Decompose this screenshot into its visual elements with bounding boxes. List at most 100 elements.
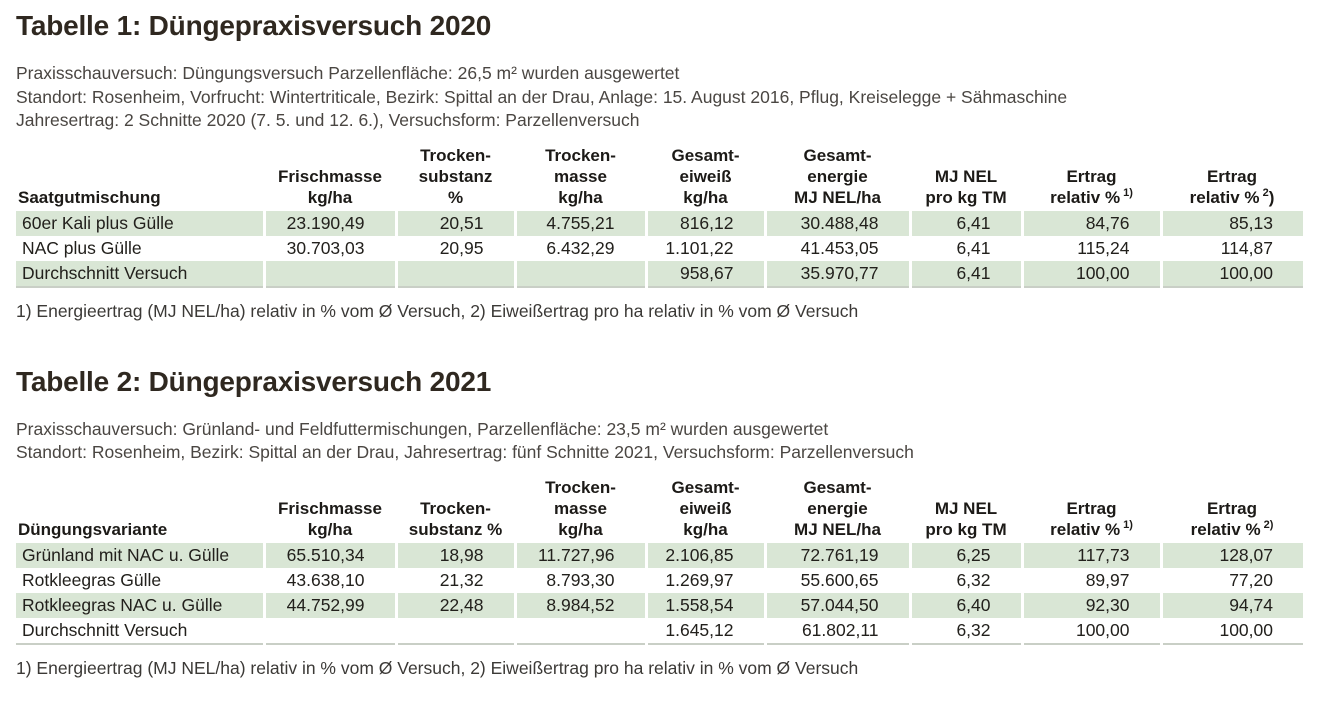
value-cell: 6,40 bbox=[908, 592, 1022, 618]
value-cell: 1.269,97 bbox=[644, 567, 765, 593]
column-header: Gesamt- eiweiß kg/ha bbox=[646, 145, 765, 211]
value-cell bbox=[513, 617, 646, 644]
value-cell: 41.453,05 bbox=[763, 235, 910, 261]
value-cell: 6,32 bbox=[908, 567, 1022, 593]
value-cell: 20,51 bbox=[394, 210, 515, 236]
column-header: Gesamt- energie MJ NEL/ha bbox=[765, 145, 910, 211]
value-cell: 22,48 bbox=[394, 592, 515, 618]
column-header-label: Gesamt- eiweiß kg/ha bbox=[671, 477, 740, 539]
value-cell: 816,12 bbox=[644, 210, 765, 236]
column-header-label: MJ NEL pro kg TM bbox=[925, 166, 1007, 207]
column-header: Saatgutmischung bbox=[16, 145, 264, 211]
row-label-cell: Durchschnitt Versuch bbox=[22, 619, 188, 640]
column-header-label: MJ NEL pro kg TM bbox=[925, 498, 1007, 539]
value-cell bbox=[394, 260, 515, 287]
table-row: NAC plus Gülle 30.703,03 20,95 6.432,29 1.10… bbox=[16, 235, 1303, 261]
value-cell: 89,97 bbox=[1020, 567, 1161, 593]
column-header: Trocken- substanz % bbox=[396, 145, 515, 211]
column-header: Gesamt- energie MJ NEL/ha bbox=[765, 477, 910, 543]
value-cell: 85,13 bbox=[1159, 210, 1303, 236]
table-intro-line: Standort: Rosenheim, Vorfrucht: Wintertr… bbox=[16, 86, 1068, 107]
column-header: Gesamt- eiweiß kg/ha bbox=[646, 477, 765, 543]
table-row: 60er Kali plus Gülle 23.190,49 20,51 4.755,… bbox=[16, 210, 1303, 236]
value-cell: 4.755,21 bbox=[513, 210, 646, 236]
column-header-label: Gesamt- eiweiß kg/ha bbox=[671, 145, 740, 207]
column-header-label: Trocken- masse kg/ha bbox=[545, 145, 616, 207]
value-cell: 8.793,30 bbox=[513, 567, 646, 593]
value-cell: 100,00 bbox=[1159, 617, 1303, 644]
value-cell bbox=[262, 617, 396, 644]
column-header-label: Ertrag relativ % bbox=[1189, 166, 1260, 207]
value-cell: 100,00 bbox=[1159, 260, 1303, 287]
value-cell: 44.752,99 bbox=[262, 592, 396, 618]
value-cell: 61.802,11 bbox=[763, 617, 910, 644]
header-row: Saatgutmischung Frischmasse kg/ha Trocken-… bbox=[16, 145, 1303, 211]
value-cell: 115,24 bbox=[1020, 235, 1161, 261]
column-header: Ertrag relativ % 1) bbox=[1022, 145, 1161, 211]
value-cell: 1.558,54 bbox=[644, 592, 765, 618]
column-header: Trocken- masse kg/ha bbox=[515, 145, 646, 211]
value-cell: 6,25 bbox=[908, 542, 1022, 568]
table-row: Durchschnitt Versuch 1.645,12 61.802,11 6,3… bbox=[16, 617, 1303, 644]
value-cell: 6,41 bbox=[908, 235, 1022, 261]
column-header: Ertrag relativ % 2) bbox=[1161, 145, 1303, 211]
value-cell: 20,95 bbox=[394, 235, 515, 261]
value-cell: 35.970,77 bbox=[763, 260, 910, 287]
value-cell: 114,87 bbox=[1159, 235, 1303, 261]
column-header-label: Frischmasse kg/ha bbox=[278, 498, 382, 539]
value-cell: 23.190,49 bbox=[262, 210, 396, 236]
value-cell: 128,07 bbox=[1159, 542, 1303, 568]
footnote-marker: 1) bbox=[1123, 186, 1133, 199]
column-header: Ertrag relativ % 1) bbox=[1022, 477, 1161, 543]
value-cell: 1.101,22 bbox=[644, 235, 765, 261]
value-cell: 958,67 bbox=[644, 260, 765, 287]
table-title: Tabelle 1: Düngepraxisversuch 2020 bbox=[16, 10, 492, 41]
value-cell: 11.727,96 bbox=[513, 542, 646, 568]
document-page: Tabelle 1: Düngepraxisversuch 2020 Praxis… bbox=[16, 10, 1303, 679]
value-cell: 6,41 bbox=[908, 210, 1022, 236]
value-cell: 30.703,03 bbox=[262, 235, 396, 261]
table-footnote: 1) Energieertrag (MJ NEL/ha) relativ in … bbox=[16, 300, 859, 321]
footnote-marker-close: ) bbox=[1268, 187, 1275, 207]
column-header-label: Trocken- masse kg/ha bbox=[545, 477, 616, 539]
value-cell: 72.761,19 bbox=[763, 542, 910, 568]
value-cell: 8.984,52 bbox=[513, 592, 646, 618]
table-row: Rotkleegras NAC u. Gülle 44.752,99 22,48 8.… bbox=[16, 592, 1303, 618]
table-section: Tabelle 2: Düngepraxisversuch 2021 Praxis… bbox=[16, 366, 1303, 679]
footnote-marker: 2) bbox=[1263, 518, 1274, 531]
column-header-label: Frischmasse kg/ha bbox=[278, 166, 382, 207]
row-label-cell: Rotkleegras NAC u. Gülle bbox=[16, 592, 264, 618]
table-row: Durchschnitt Versuch 958,67 35.970,77 6,41 1… bbox=[16, 260, 1303, 287]
column-header-label: Ertrag relativ % bbox=[1050, 498, 1121, 539]
data-table: Düngungsvariante Frischmasse kg/ha Trocken… bbox=[16, 477, 1303, 645]
value-cell: 92,30 bbox=[1020, 592, 1161, 618]
value-cell: 84,76 bbox=[1020, 210, 1161, 236]
column-header: Trocken- masse kg/ha bbox=[515, 477, 646, 543]
value-cell: 6.432,29 bbox=[513, 235, 646, 261]
column-header-label: Düngungsvariante bbox=[18, 519, 168, 539]
value-cell: 43.638,10 bbox=[262, 567, 396, 593]
value-cell: 1.645,12 bbox=[644, 617, 765, 644]
table-row: Rotkleegras Gülle 43.638,10 21,32 8.793,30 1… bbox=[16, 567, 1303, 593]
table-intro-line: Praxisschauversuch: Grünland- und Feldfu… bbox=[16, 418, 829, 439]
value-cell: 6,41 bbox=[908, 260, 1022, 287]
column-header-label: Trocken- substanz % bbox=[418, 145, 493, 207]
row-label-cell: Rotkleegras Gülle bbox=[22, 569, 162, 590]
column-header: Frischmasse kg/ha bbox=[264, 145, 396, 211]
column-header-label: Gesamt- energie MJ NEL/ha bbox=[794, 145, 881, 207]
row-label-cell: Durchschnitt Versuch bbox=[16, 260, 264, 287]
table-intro-line: Praxisschauversuch: Düngungsversuch Parz… bbox=[16, 63, 680, 83]
footnote-marker: 2 bbox=[1262, 186, 1269, 199]
table-title: Tabelle 2: Düngepraxisversuch 2021 bbox=[16, 365, 492, 397]
column-header: MJ NEL pro kg TM bbox=[910, 145, 1022, 211]
table-intro-line: Jahresertrag: 2 Schnitte 2020 (7. 5. und… bbox=[16, 110, 640, 130]
footnote-marker: 1) bbox=[1123, 518, 1133, 531]
column-header: Trocken- substanz % bbox=[396, 477, 515, 543]
value-cell: 94,74 bbox=[1159, 592, 1303, 618]
value-cell: 117,73 bbox=[1020, 542, 1161, 568]
value-cell: 65.510,34 bbox=[262, 542, 396, 568]
column-header-label: Gesamt- energie MJ NEL/ha bbox=[794, 477, 881, 539]
column-header: Düngungsvariante bbox=[16, 477, 264, 543]
value-cell: 21,32 bbox=[394, 567, 515, 593]
row-label-cell: 60er Kali plus Gülle bbox=[16, 210, 264, 236]
